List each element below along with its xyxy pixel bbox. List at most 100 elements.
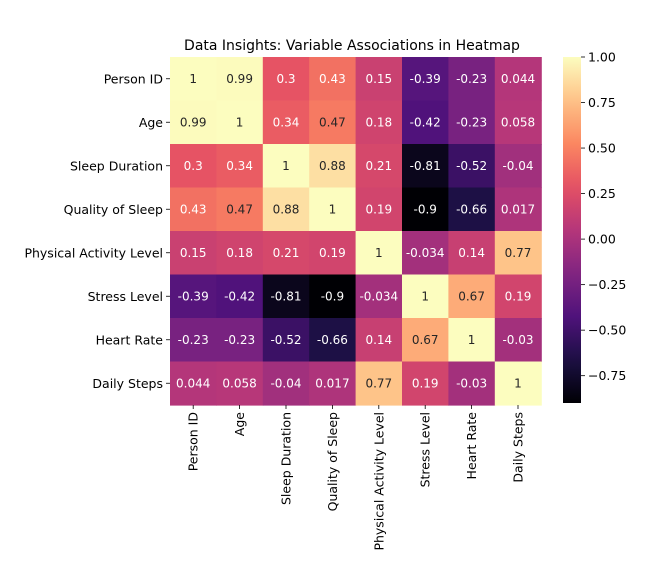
cell-value-label: -0.39: [178, 289, 209, 303]
heatmap-cell: [355, 144, 403, 189]
cell-value-label: -0.66: [317, 333, 348, 347]
y-tick-label: Person ID: [104, 71, 163, 86]
colorbar-gradient: [563, 57, 581, 403]
cell-value-label: 0.18: [365, 115, 392, 129]
cell-value-label: 1: [189, 72, 197, 86]
cell-value-label: 0.21: [273, 246, 300, 260]
x-tick-label: Person ID: [186, 412, 201, 471]
heatmap-cell: [355, 318, 403, 363]
heatmap-cell: [216, 187, 264, 232]
cell-value-label: 1: [468, 333, 476, 347]
cell-value-label: 0.88: [273, 202, 300, 216]
cell-value-label: 1: [375, 246, 383, 260]
y-tick-label: Physical Activity Level: [24, 245, 163, 260]
colorbar-tick-label: −0.75: [588, 368, 626, 383]
heatmap-cell: [402, 274, 449, 319]
heatmap-cell: [448, 144, 496, 189]
cell-value-label: 0.3: [184, 159, 203, 173]
cell-value-label: 0.058: [501, 115, 535, 129]
heatmap-cell: [402, 361, 449, 406]
heatmap-cell: [262, 57, 310, 102]
colorbar-tick-label: 0.50: [588, 141, 616, 156]
cell-value-label: 0.14: [458, 246, 485, 260]
cell-value-label: 0.77: [505, 246, 532, 260]
heatmap-cell: [262, 100, 310, 145]
y-tick-label: Daily Steps: [92, 376, 163, 391]
heatmap-cell: [170, 57, 217, 102]
heatmap-cell: [355, 57, 403, 102]
heatmap-cell: [448, 57, 496, 102]
heatmap-cell: [448, 187, 496, 232]
heatmap-cell: [309, 318, 357, 363]
cell-value-label: -0.81: [270, 289, 301, 303]
cell-value-label: -0.42: [410, 115, 441, 129]
cell-value-label: 0.47: [226, 202, 253, 216]
cell-value-label: 0.88: [319, 159, 346, 173]
heatmap-cell: [216, 274, 264, 319]
heatmap-cell: [402, 231, 449, 276]
heatmap-cell: [216, 231, 264, 276]
cell-value-label: -0.81: [410, 159, 441, 173]
heatmap-cell: [262, 274, 310, 319]
cell-value-label: 1: [282, 159, 290, 173]
colorbar-tick-label: −0.50: [588, 323, 626, 338]
heatmap-cell: [262, 231, 310, 276]
x-tick-label: Heart Rate: [464, 412, 479, 480]
heatmap-cell: [216, 57, 264, 102]
heatmap-cell: [402, 144, 449, 189]
heatmap-cell: [309, 361, 357, 406]
heatmap-cell: [170, 144, 217, 189]
heatmap-cell: [216, 100, 264, 145]
cell-value-label: 0.21: [365, 159, 392, 173]
cell-value-label: 0.15: [365, 72, 392, 86]
heatmap-cell: [309, 144, 357, 189]
cell-value-label: -0.23: [224, 333, 255, 347]
heatmap-cell: [170, 361, 217, 406]
colorbar-ticks: 1.00 0.75 0.50 0.25 0.00 −0.25 −0.50 −0.75: [581, 50, 626, 383]
heatmap-cell: [355, 361, 403, 406]
cell-value-label: 1: [236, 115, 244, 129]
cell-value-label: 0.34: [273, 115, 300, 129]
cell-annotations: 1 0.99 0.3 0.43 0.15 -0.39 -0.23 0.044 0.99 1 0.34…: [176, 72, 535, 391]
heatmap-cell: [170, 100, 217, 145]
cell-value-label: 0.15: [180, 246, 207, 260]
colorbar-tick-label: 0.75: [588, 95, 616, 110]
cell-value-label: 0.044: [176, 376, 210, 390]
cell-value-label: 0.99: [180, 115, 207, 129]
heatmap-cell: [216, 361, 264, 406]
cell-value-label: -0.42: [224, 289, 255, 303]
heatmap-cell: [309, 231, 357, 276]
heatmap-cell: [402, 318, 449, 363]
cell-value-label: 0.77: [365, 376, 392, 390]
y-tick-label: Age: [139, 115, 163, 130]
cell-value-label: -0.034: [359, 289, 398, 303]
heatmap-cell: [494, 318, 542, 363]
heatmap-cell: [494, 361, 542, 406]
heatmap-cell: [494, 187, 542, 232]
cell-value-label: -0.03: [456, 376, 487, 390]
cell-value-label: -0.23: [456, 115, 487, 129]
colorbar-tick-label: −0.25: [588, 277, 626, 292]
cell-value-label: 0.19: [319, 246, 346, 260]
cell-value-label: -0.23: [178, 333, 209, 347]
cell-value-label: 0.99: [226, 72, 253, 86]
cell-value-label: 0.3: [276, 72, 295, 86]
cell-value-label: -0.66: [456, 202, 487, 216]
heatmap-cell: [402, 100, 449, 145]
heatmap-cell: [309, 100, 357, 145]
heatmap-cell: [262, 144, 310, 189]
heatmap-cell: [448, 231, 496, 276]
heatmap-cell: [494, 144, 542, 189]
heatmap-cell: [216, 144, 264, 189]
cell-value-label: 1: [329, 202, 337, 216]
cell-value-label: -0.23: [456, 72, 487, 86]
cell-value-label: 0.67: [458, 289, 485, 303]
x-axis: Person ID Age Sleep Duration Quality of Sle…: [186, 405, 526, 551]
heatmap-cells: [170, 57, 542, 406]
cell-value-label: 0.43: [180, 202, 207, 216]
cell-value-label: -0.9: [321, 289, 344, 303]
cell-value-label: 0.67: [412, 333, 439, 347]
heatmap-cell: [170, 318, 217, 363]
y-axis: Person ID Age Sleep Duration Quality of Sle…: [24, 71, 170, 391]
cell-value-label: 1: [421, 289, 429, 303]
